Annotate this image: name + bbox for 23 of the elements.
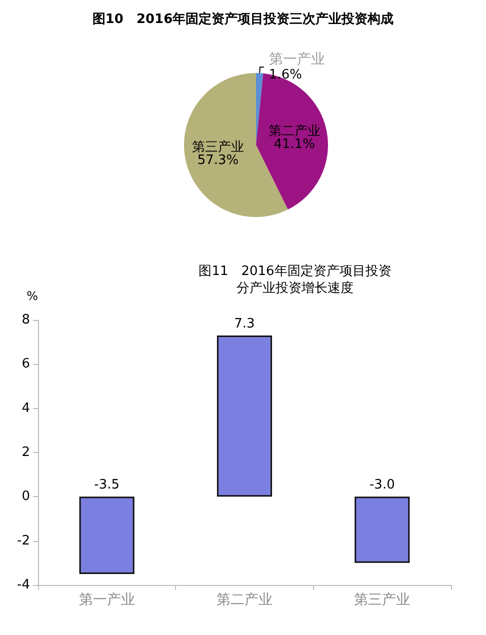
data-label: -3.5: [94, 478, 120, 493]
data-label: 7.3: [234, 316, 255, 332]
y-tick-label: 6: [22, 356, 30, 372]
y-tick-label: -2: [17, 533, 30, 548]
y-axis-title: %: [26, 289, 38, 303]
x-tick-label: 第一产业: [78, 592, 135, 608]
chart-subtitle: 分产业投资增长速度: [236, 280, 354, 296]
chart-title: 图10 2016年固定资产项目投资三次产业投资构成: [92, 11, 394, 27]
slice-label: 第一产业: [268, 52, 325, 68]
x-tick-label: 第三产业: [354, 592, 410, 608]
y-tick-label: 2: [22, 445, 30, 460]
slice-label: 第三产业: [192, 140, 244, 155]
y-tick-label: 8: [22, 312, 30, 328]
data-label: -3.0: [369, 478, 395, 493]
x-tick-label: 第二产业: [216, 592, 272, 608]
chart-title: 图11 2016年固定资产项目投资: [198, 264, 392, 279]
y-tick-label: -4: [17, 578, 30, 592]
data-label: 57.3%: [197, 152, 239, 168]
slice-label: 第二产业: [268, 124, 320, 140]
data-label: 41.1%: [274, 137, 316, 152]
data-label: 1.6%: [268, 68, 302, 83]
y-tick-label: 0: [22, 489, 30, 504]
y-tick-label: 4: [22, 400, 30, 416]
